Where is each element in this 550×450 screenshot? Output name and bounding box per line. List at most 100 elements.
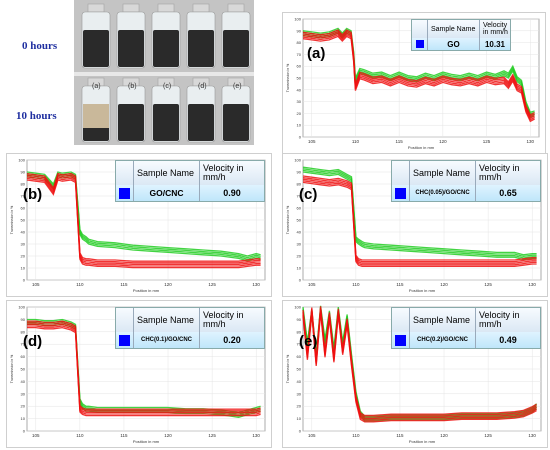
vial-cap <box>227 3 245 13</box>
vial-liquid <box>118 104 144 141</box>
swatch-cell <box>392 332 410 348</box>
y-tick-label: 90 <box>297 170 302 175</box>
y-tick-label: 80 <box>297 329 302 334</box>
vial-label-a: (a) <box>92 83 101 90</box>
y-tick-label: 70 <box>297 342 302 347</box>
y-tick-label: 30 <box>21 242 26 247</box>
y-tick-label: 20 <box>21 404 26 409</box>
y-tick-label: 50 <box>21 218 26 223</box>
y-tick-label: 10 <box>21 416 26 421</box>
series-line-red <box>302 33 535 121</box>
series-line-red <box>302 180 537 266</box>
y-tick-label: 70 <box>21 342 26 347</box>
series-line-green <box>302 169 537 259</box>
chart-panel-b: 0 10 20 30 40 50 60 70 80 90 100 105 110 115 120 125 130… <box>6 153 272 297</box>
velocity-header: Velocity in mm/h <box>479 309 520 329</box>
sample-name-value: GO <box>428 38 480 50</box>
x-tick-label: 110 <box>76 433 84 438</box>
y-tick-label: 100 <box>294 158 301 163</box>
y-tick-label: 70 <box>297 52 302 57</box>
header-blank-cell <box>392 161 410 185</box>
vial-cap <box>192 3 210 13</box>
x-tick-label: 130 <box>528 282 536 287</box>
series-line-red <box>302 178 537 264</box>
x-tick-label: 130 <box>252 433 260 438</box>
vial-cap <box>122 3 140 13</box>
y-tick-label: 100 <box>18 305 25 310</box>
vial-label-b: (b) <box>128 83 137 90</box>
sample-table-row: CHC(0.1)/GO/CNC 0.20 <box>116 332 264 348</box>
y-tick-label: 40 <box>297 87 302 92</box>
sample-name-header: Sample Name <box>410 161 476 185</box>
sample-table: Sample Name Velocity in mm/h CHC(0.1)/GO/C… <box>115 307 265 349</box>
x-tick-label: 120 <box>439 139 447 144</box>
swatch-cell <box>116 332 134 348</box>
x-tick-label: 120 <box>440 282 448 287</box>
y-tick-label: 0 <box>299 278 302 283</box>
vial-liquid <box>188 30 214 67</box>
vial-cap <box>157 3 175 13</box>
y-tick-label: 10 <box>21 266 26 271</box>
vial-clear-layer <box>83 104 109 128</box>
swatch-cell <box>116 185 134 201</box>
sample-table-header: Sample Name Velocity in mm/h <box>116 161 264 185</box>
series-swatch <box>119 187 130 199</box>
y-tick-label: 20 <box>297 111 302 116</box>
panel-label: (e) <box>299 333 318 350</box>
sample-table-header: Sample Name Velocity in mm/h <box>116 308 264 332</box>
series-line-red <box>302 32 535 119</box>
y-tick-label: 30 <box>297 391 302 396</box>
series-line-red <box>302 29 535 116</box>
vial-label-d: (d) <box>198 83 207 90</box>
vial-liquid <box>83 30 109 67</box>
x-tick-label: 115 <box>396 139 404 144</box>
sample-table: Sample Name Velocity in mm/h GO 10.31 <box>411 19 511 51</box>
x-tick-label: 130 <box>527 139 535 144</box>
header-blank-cell <box>392 308 410 332</box>
y-tick-label: 90 <box>21 317 26 322</box>
x-tick-label: 120 <box>164 433 172 438</box>
sample-name-value: CHC(0.05)/GO/CNC <box>410 185 476 201</box>
y-tick-label: 40 <box>297 230 302 235</box>
y-tick-label: 90 <box>297 28 302 33</box>
sample-table-row: GO 10.31 <box>412 38 510 50</box>
x-tick-label: 105 <box>308 139 316 144</box>
y-tick-label: 70 <box>297 194 302 199</box>
sample-name-header: Sample Name <box>410 308 476 332</box>
sample-table-row: GO/CNC 0.90 <box>116 185 264 201</box>
y-tick-label: 30 <box>21 391 26 396</box>
series-line-red <box>302 30 535 118</box>
y-tick-label: 80 <box>21 182 26 187</box>
series-line-red <box>302 181 537 268</box>
x-tick-label: 125 <box>484 433 492 438</box>
vial-liquid <box>188 104 214 141</box>
sample-name-header: Sample Name <box>134 161 200 185</box>
panel-label: (d) <box>23 333 43 350</box>
sample-table: Sample Name Velocity in mm/h CHC(0.2)/GO/C… <box>391 307 541 349</box>
y-tick-label: 40 <box>297 379 302 384</box>
y-tick-label: 20 <box>21 254 26 259</box>
x-tick-label: 105 <box>308 282 316 287</box>
series-line-red <box>27 326 261 417</box>
series-swatch <box>395 187 406 199</box>
series-swatch <box>415 40 424 48</box>
series-line-red <box>302 176 537 263</box>
x-tick-label: 105 <box>32 433 40 438</box>
y-tick-label: 80 <box>297 182 302 187</box>
sample-table-header: Sample Name Velocity in mm/h <box>392 308 540 332</box>
row-label-10-hours: 10 hours <box>16 110 57 122</box>
header-blank-cell <box>412 20 428 38</box>
series-line-red <box>27 325 261 415</box>
chart-panel-c: 0 10 20 30 40 50 60 70 80 90 100 105 110 115 120 125 130… <box>282 153 548 297</box>
velocity-header: Velocity in mm/h <box>203 162 244 182</box>
velocity-header: Velocity in mm/h <box>203 309 244 329</box>
header-blank-cell <box>116 308 134 332</box>
x-tick-label: 110 <box>76 282 84 287</box>
y-tick-label: 0 <box>299 429 302 434</box>
velocity-header: Velocity in mm/h <box>483 21 508 36</box>
y-tick-label: 40 <box>21 379 26 384</box>
sample-table-row: CHC(0.05)/GO/CNC 0.65 <box>392 185 540 201</box>
x-tick-label: 115 <box>396 433 404 438</box>
series-line-red <box>27 322 261 412</box>
series-line-red <box>26 179 261 269</box>
